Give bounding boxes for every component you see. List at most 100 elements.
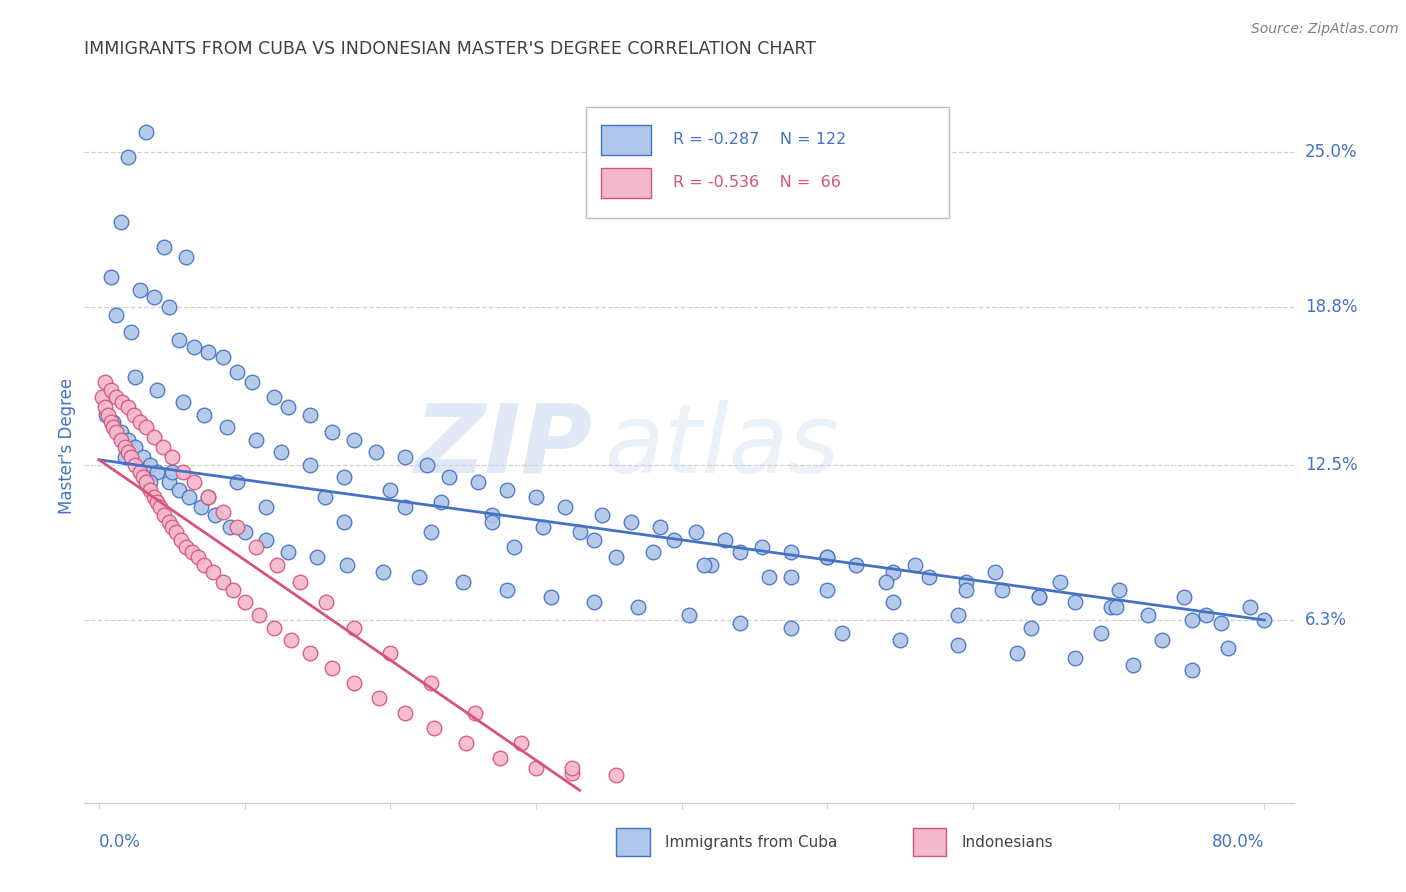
Point xyxy=(394,450,416,465)
Point xyxy=(153,240,176,254)
Point xyxy=(97,408,120,422)
Point xyxy=(751,541,773,555)
Point xyxy=(146,465,169,479)
Point xyxy=(948,638,970,652)
Point xyxy=(183,340,205,354)
Point xyxy=(124,370,146,384)
Point xyxy=(332,516,354,530)
Point xyxy=(948,607,970,622)
Point xyxy=(143,290,166,304)
Point xyxy=(226,365,249,379)
Point xyxy=(233,525,256,540)
Point xyxy=(648,520,671,534)
Text: 18.8%: 18.8% xyxy=(1305,298,1357,316)
Point xyxy=(1028,591,1050,605)
Point xyxy=(1195,607,1218,622)
Point xyxy=(1064,650,1087,665)
Point xyxy=(124,458,146,472)
Point xyxy=(332,470,354,484)
Point xyxy=(100,270,122,285)
Point xyxy=(984,566,1007,580)
Point xyxy=(845,558,868,572)
Point xyxy=(394,706,416,720)
Point xyxy=(103,420,125,434)
Point xyxy=(135,125,157,139)
Point xyxy=(103,415,125,429)
Text: atlas: atlas xyxy=(605,400,839,492)
Point xyxy=(1090,625,1112,640)
Point xyxy=(437,470,460,484)
Point xyxy=(531,520,554,534)
Point xyxy=(245,541,267,555)
Point xyxy=(524,761,547,775)
Point xyxy=(128,465,150,479)
Point xyxy=(1028,591,1050,605)
Text: IMMIGRANTS FROM CUBA VS INDONESIAN MASTER'S DEGREE CORRELATION CHART: IMMIGRANTS FROM CUBA VS INDONESIAN MASTE… xyxy=(84,40,817,58)
Point xyxy=(343,621,366,635)
Point xyxy=(100,383,122,397)
Point xyxy=(503,541,526,555)
Point xyxy=(167,483,190,497)
Point xyxy=(605,550,627,565)
Point xyxy=(167,333,190,347)
Point xyxy=(114,440,136,454)
Point xyxy=(540,591,562,605)
Point xyxy=(583,533,606,547)
Point xyxy=(217,420,239,434)
Point xyxy=(380,483,402,497)
Point xyxy=(204,508,226,522)
Point xyxy=(420,675,443,690)
Text: 12.5%: 12.5% xyxy=(1305,456,1357,474)
Point xyxy=(343,433,366,447)
Point xyxy=(105,390,128,404)
Point xyxy=(904,558,927,572)
Point xyxy=(568,525,591,540)
Point xyxy=(343,675,366,690)
Point xyxy=(247,607,270,622)
Point xyxy=(226,475,249,490)
Point xyxy=(211,350,233,364)
Text: Indonesians: Indonesians xyxy=(962,835,1053,849)
Point xyxy=(481,508,503,522)
Point xyxy=(408,570,430,584)
Point xyxy=(889,633,911,648)
Point xyxy=(197,491,219,505)
Point xyxy=(270,445,292,459)
Point xyxy=(1122,658,1144,673)
Point xyxy=(991,582,1014,597)
Point xyxy=(1253,613,1275,627)
Point xyxy=(1239,600,1261,615)
FancyBboxPatch shape xyxy=(600,125,651,155)
Point xyxy=(146,383,169,397)
Point xyxy=(583,595,606,609)
Point xyxy=(135,420,157,434)
Point xyxy=(201,566,224,580)
Point xyxy=(139,458,162,472)
Point xyxy=(321,425,343,440)
Point xyxy=(120,450,142,465)
Text: R = -0.287    N = 122: R = -0.287 N = 122 xyxy=(673,132,846,147)
Point xyxy=(1005,646,1028,660)
Point xyxy=(664,533,686,547)
Point xyxy=(1209,615,1232,630)
Point xyxy=(157,300,180,314)
Point xyxy=(420,525,443,540)
Point xyxy=(714,533,737,547)
Point xyxy=(524,491,547,505)
Point xyxy=(955,582,977,597)
Point xyxy=(187,550,209,565)
Point xyxy=(321,660,343,674)
Point xyxy=(641,545,664,559)
Point xyxy=(110,215,132,229)
Point xyxy=(367,690,389,705)
Point xyxy=(371,566,394,580)
Point xyxy=(875,575,897,590)
Text: Source: ZipAtlas.com: Source: ZipAtlas.com xyxy=(1251,22,1399,37)
Point xyxy=(692,558,714,572)
Point xyxy=(233,595,256,609)
Point xyxy=(728,545,751,559)
Point xyxy=(160,465,183,479)
Point xyxy=(288,575,311,590)
Point xyxy=(314,491,336,505)
Text: 6.3%: 6.3% xyxy=(1305,611,1347,629)
